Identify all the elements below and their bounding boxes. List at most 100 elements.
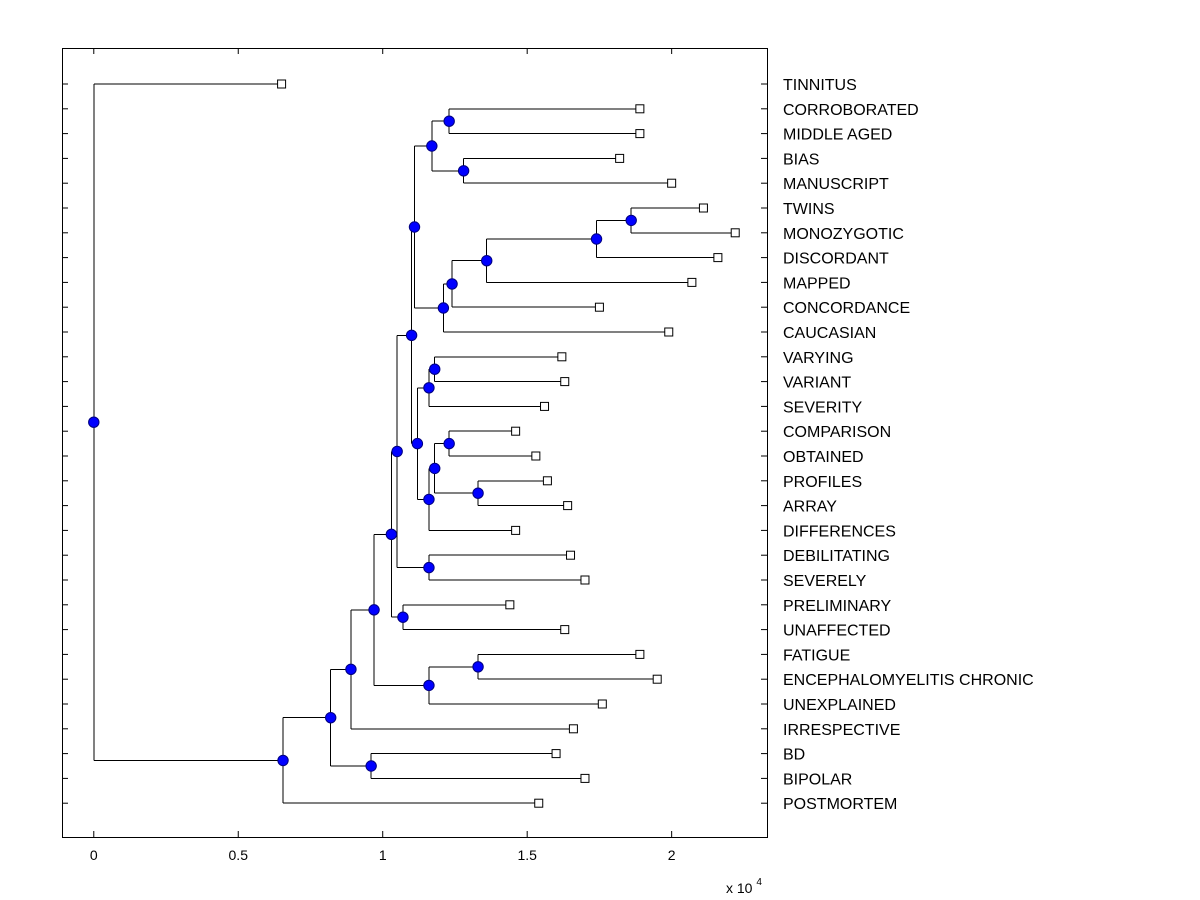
leaf-label: OBTAINED <box>783 449 864 466</box>
leaf-marker <box>551 749 561 759</box>
leaf-label: POSTMORTEM <box>783 796 897 813</box>
leaf-label: MANUSCRIPT <box>783 176 889 193</box>
leaf-label: PROFILES <box>783 474 862 491</box>
node-marker <box>368 604 380 616</box>
leaf-marker <box>667 178 677 188</box>
node-marker <box>391 445 403 458</box>
x-tick-label: 0.5 <box>229 847 249 863</box>
node-marker <box>365 760 377 772</box>
node-marker <box>405 329 418 341</box>
edge-root <box>93 83 284 761</box>
leaf-marker <box>511 426 521 436</box>
node-marker <box>446 278 458 290</box>
node-marker <box>590 233 603 245</box>
x-tick-label: 1 <box>379 847 387 863</box>
leaf-marker <box>698 203 708 213</box>
leaf-label: VARYING <box>783 350 854 367</box>
node-marker <box>423 493 435 506</box>
edge-n6 <box>486 238 692 283</box>
node-marker <box>443 115 455 127</box>
leaf-label: CONCORDANCE <box>783 300 910 317</box>
leaf-marker <box>511 525 521 535</box>
leaf-marker <box>557 352 567 362</box>
node-marker <box>481 255 493 267</box>
leaf-marker <box>635 649 645 659</box>
leaf-marker <box>594 302 604 312</box>
node-marker <box>277 754 289 767</box>
node-marker <box>325 711 337 724</box>
leaf-labels: TINNITUS CORROBORATED MIDDLE AGED BIAS MANUS… <box>783 77 1034 813</box>
leaf-label: PRELIMINARY <box>783 598 892 615</box>
leaf-label: UNAFFECTED <box>783 623 891 640</box>
node-marker <box>437 302 450 314</box>
edge-n25 <box>350 609 574 730</box>
x-tick-label: 1.5 <box>517 847 537 863</box>
leaf-marker <box>560 377 570 387</box>
node-marker <box>429 462 441 475</box>
leaf-label: BIAS <box>783 151 819 168</box>
node-marker <box>385 528 398 541</box>
node-markers <box>88 115 637 772</box>
leaf-label: TINNITUS <box>783 77 857 94</box>
leaf-label: DIFFERENCES <box>783 523 896 540</box>
leaf-marker <box>542 476 552 486</box>
leaf-marker <box>505 600 515 610</box>
edge-n20 <box>402 604 565 631</box>
leaf-marker <box>563 501 573 511</box>
edge-n12 <box>448 430 536 457</box>
node-marker <box>411 437 424 450</box>
node-marker <box>472 487 484 499</box>
edge-n8 <box>442 283 669 333</box>
leaf-label: BIPOLAR <box>783 771 852 788</box>
leaf-label: ENCEPHALOMYELITIS CHRONIC <box>783 672 1034 689</box>
leaf-marker <box>566 550 576 560</box>
leaf-label: FATIGUE <box>783 647 850 664</box>
leaf-label: DEBILITATING <box>783 548 890 565</box>
node-marker <box>88 416 100 428</box>
node-marker <box>443 437 455 450</box>
leaf-label: BD <box>783 747 805 764</box>
edge-n28 <box>282 717 539 804</box>
leaf-marker <box>277 79 287 89</box>
leaf-marker <box>580 773 590 783</box>
edge-n13 <box>477 480 568 507</box>
node-marker <box>397 611 409 623</box>
leaf-marker <box>635 104 645 114</box>
leaf-marker <box>687 277 697 287</box>
leaf-marker <box>664 327 674 337</box>
edge-n5 <box>596 219 718 259</box>
leaf-marker <box>615 153 625 163</box>
edge-n24 <box>373 533 429 686</box>
leaf-marker <box>531 451 541 461</box>
x-exponent-label: x 10 4 <box>726 877 762 896</box>
edge-n4 <box>630 207 736 234</box>
edge-n7 <box>451 260 600 308</box>
leaf-label: MONOZYGOTIC <box>783 226 904 243</box>
leaf-label: MAPPED <box>783 275 851 292</box>
leaf-marker <box>580 575 590 585</box>
x-tick-label: 0 <box>90 847 98 863</box>
node-marker <box>408 221 421 233</box>
node-marker <box>429 363 441 375</box>
node-marker <box>625 214 637 227</box>
x-tick-label: 2 <box>668 847 676 863</box>
node-marker <box>345 663 357 676</box>
leaf-marker <box>652 674 662 684</box>
y-axis-ticks <box>62 83 767 804</box>
x-exponent-prefix: x 10 <box>726 880 753 896</box>
node-marker <box>423 382 435 394</box>
node-marker <box>457 165 470 177</box>
leaf-marker <box>534 798 544 808</box>
edge-n10 <box>434 356 565 383</box>
node-marker <box>423 561 435 574</box>
edge-n22 <box>477 653 658 680</box>
x-axis-ticks: 0 0.5 1 1.5 2 <box>90 48 676 863</box>
leaf-marker <box>560 625 570 635</box>
node-marker <box>426 140 438 152</box>
leaf-label: CORROBORATED <box>783 102 919 119</box>
leaf-label: UNEXPLAINED <box>783 697 896 714</box>
edge-n1 <box>448 108 640 135</box>
leaf-label: IRRESPECTIVE <box>783 722 900 739</box>
leaf-markers <box>277 79 740 808</box>
